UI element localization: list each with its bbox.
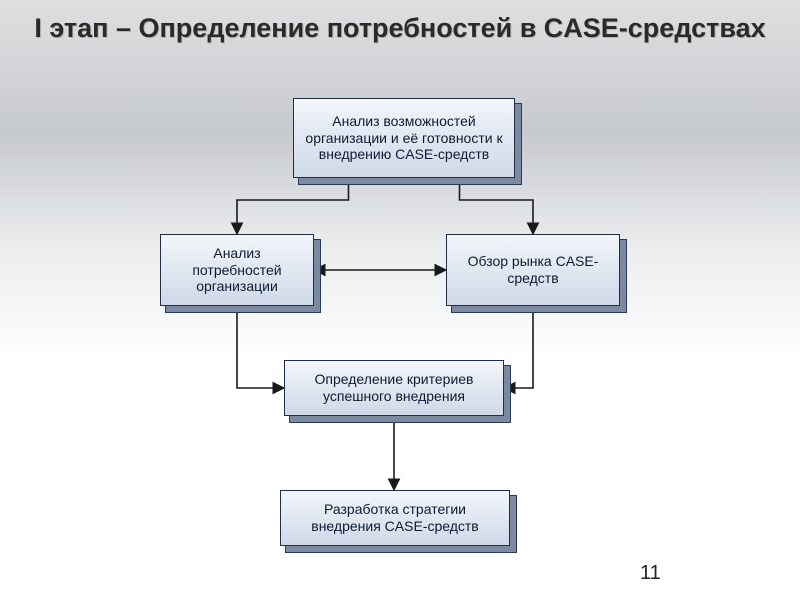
- node-box: Анализ возможностей организации и её гот…: [293, 98, 515, 178]
- slide: I этап – Определение потребностей в CASE…: [0, 0, 800, 600]
- node-box: Определение критериев успешного внедрени…: [284, 360, 504, 416]
- flowchart: Анализ возможностей организации и её гот…: [0, 0, 800, 600]
- flow-node-n2: Анализ потребностей организации: [160, 234, 314, 306]
- node-box: Разработка стратегии внедрения CASE-сред…: [280, 490, 510, 546]
- node-box: Обзор рынка CASE-средств: [446, 234, 620, 306]
- node-label: Разработка стратегии внедрения CASE-сред…: [289, 501, 501, 534]
- node-box: Анализ потребностей организации: [160, 234, 314, 306]
- connector: [237, 178, 349, 234]
- node-label: Анализ потребностей организации: [169, 245, 305, 295]
- node-label: Обзор рынка CASE-средств: [455, 253, 611, 286]
- connector: [237, 306, 284, 388]
- flow-node-n1: Анализ возможностей организации и её гот…: [293, 98, 515, 178]
- node-label: Анализ возможностей организации и её гот…: [302, 113, 506, 163]
- node-label: Определение критериев успешного внедрени…: [293, 371, 495, 404]
- connector: [460, 178, 534, 234]
- page-number: 11: [640, 562, 661, 585]
- flow-node-n3: Обзор рынка CASE-средств: [446, 234, 620, 306]
- flow-node-n5: Разработка стратегии внедрения CASE-сред…: [280, 490, 510, 546]
- flow-node-n4: Определение критериев успешного внедрени…: [284, 360, 504, 416]
